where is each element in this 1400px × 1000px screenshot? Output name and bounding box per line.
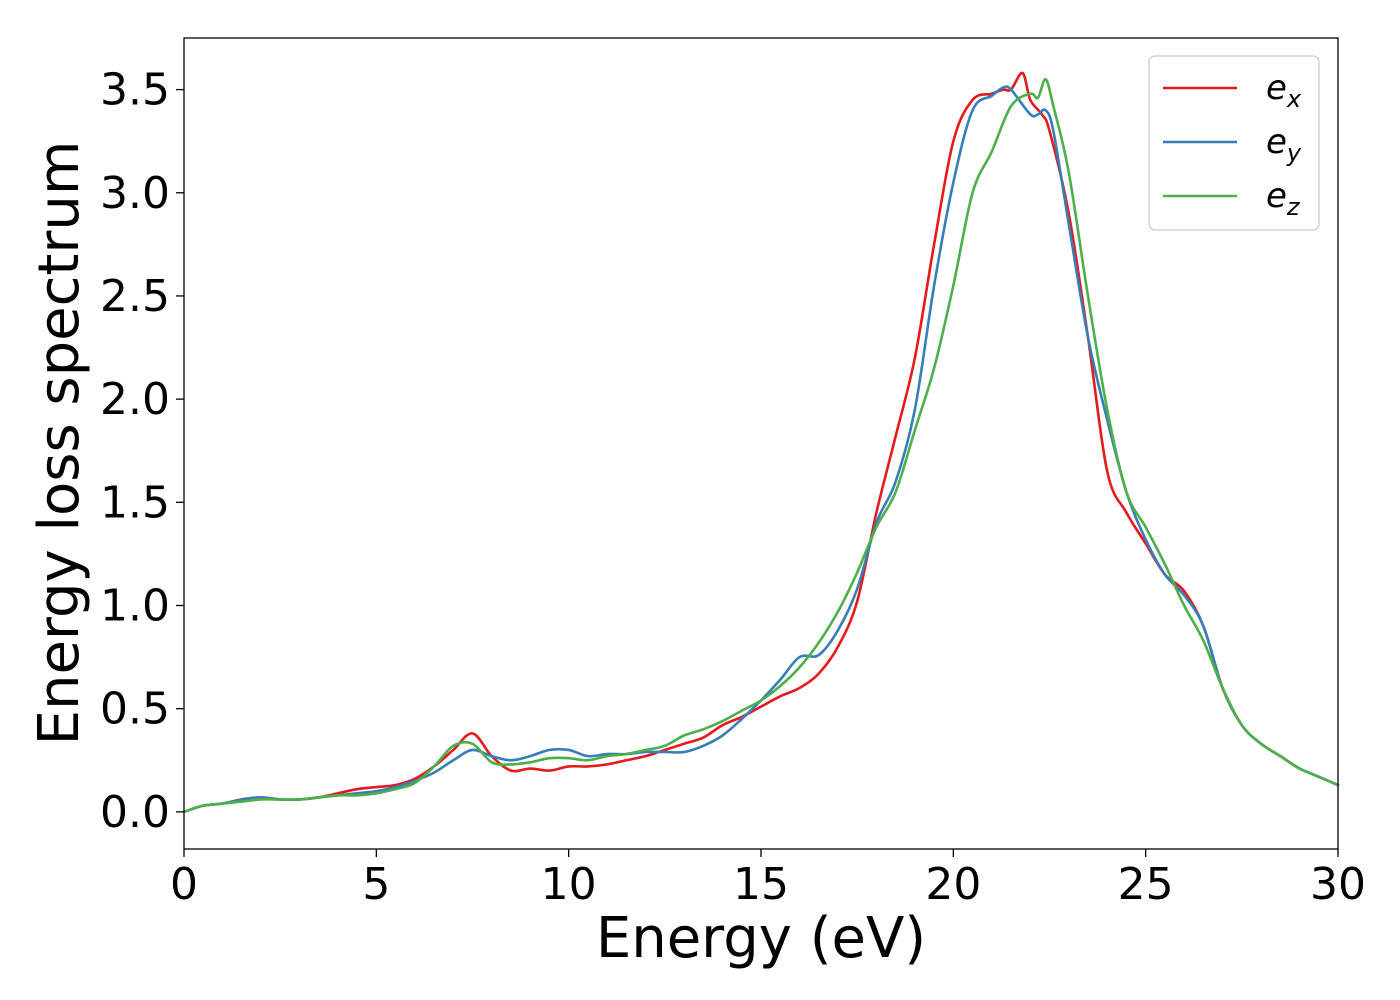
y-tick-label: 3.5 bbox=[100, 65, 170, 116]
x-tick-label: 30 bbox=[1310, 859, 1366, 910]
y-tick-label: 2.0 bbox=[100, 374, 170, 425]
y-axis-label: Energy loss spectrum bbox=[27, 141, 92, 746]
series-layer bbox=[182, 71, 1340, 814]
x-tick-label: 5 bbox=[362, 859, 390, 910]
y-tick-label: 0.0 bbox=[100, 787, 170, 838]
y-tick-label: 0.5 bbox=[100, 684, 170, 735]
x-tick-label: 20 bbox=[925, 859, 981, 910]
x-tick-label: 25 bbox=[1118, 859, 1174, 910]
series-line-ex bbox=[182, 71, 1340, 814]
y-tick-label: 1.0 bbox=[100, 580, 170, 631]
y-axis-ticks: 0.0 0.5 1.0 1.5 2.0 2.5 3.0 3.5 bbox=[100, 65, 184, 838]
series-line-ez bbox=[182, 77, 1340, 814]
y-tick-label: 2.5 bbox=[100, 271, 170, 322]
y-tick-label: 1.5 bbox=[100, 477, 170, 528]
x-tick-label: 15 bbox=[733, 859, 789, 910]
x-tick-label: 10 bbox=[541, 859, 597, 910]
x-tick-label: 0 bbox=[170, 859, 198, 910]
x-axis-ticks: 0 5 10 15 20 25 30 bbox=[170, 849, 1366, 910]
y-tick-label: 3.0 bbox=[100, 168, 170, 219]
x-axis-label: Energy (eV) bbox=[596, 906, 926, 971]
